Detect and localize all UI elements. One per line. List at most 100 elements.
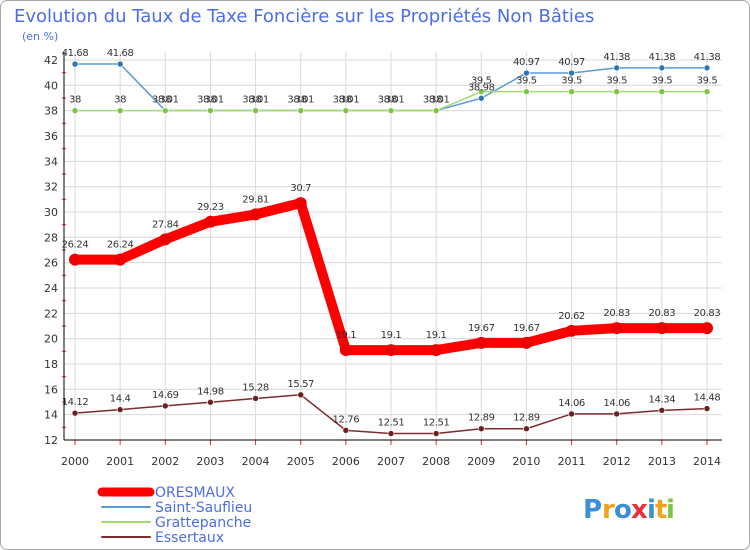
data-point xyxy=(252,107,259,114)
x-tick-label: 2000 xyxy=(61,455,89,468)
data-label: 38.01 xyxy=(333,95,360,106)
y-tick-label: 38 xyxy=(44,105,58,118)
data-point xyxy=(249,208,262,221)
y-tick-label: 36 xyxy=(44,130,58,143)
data-point xyxy=(69,253,81,266)
data-point xyxy=(71,60,79,68)
data-label: 40.97 xyxy=(558,57,585,68)
data-label: 38.01 xyxy=(152,95,179,106)
data-point xyxy=(71,107,79,114)
data-label: 38.98 xyxy=(468,82,495,93)
x-tick-label: 2009 xyxy=(467,455,495,468)
data-label: 38.01 xyxy=(287,95,314,106)
data-label: 39.5 xyxy=(697,76,718,87)
data-point xyxy=(252,395,259,402)
data-label: 27.84 xyxy=(152,219,179,230)
y-tick-label: 34 xyxy=(44,155,58,168)
data-label: 41.38 xyxy=(603,52,630,63)
data-point xyxy=(294,197,307,210)
y-tick-label: 32 xyxy=(44,181,58,194)
data-point xyxy=(523,69,530,77)
logo-letter: i xyxy=(666,495,675,525)
legend-label: Grattepanche xyxy=(155,515,251,531)
data-label: 29.23 xyxy=(197,202,224,213)
y-tick-label: 14 xyxy=(44,409,58,422)
data-point xyxy=(565,324,578,337)
data-point xyxy=(385,344,397,357)
y-tick-label: 40 xyxy=(44,79,58,92)
x-tick-label: 2011 xyxy=(558,455,586,468)
data-point xyxy=(297,391,305,399)
data-point xyxy=(71,409,79,417)
data-label: 38 xyxy=(340,95,352,106)
legend: ORESMAUXSaint-SauflieuGrattepancheEssert… xyxy=(97,485,252,546)
x-tick-label: 2008 xyxy=(422,455,450,468)
data-point xyxy=(161,402,169,410)
logo-letter: t xyxy=(655,495,667,525)
data-label: 19.67 xyxy=(513,323,540,334)
logo-letter: i xyxy=(647,495,656,525)
data-label: 12.51 xyxy=(378,418,405,429)
data-label: 14.48 xyxy=(694,393,721,404)
data-point xyxy=(568,88,575,95)
data-point xyxy=(477,425,485,433)
data-label: 26.24 xyxy=(107,240,134,251)
axes: 12 14 16 18 20 22 24 26 28 30 32 34 36 38 40 42 2000 2001… xyxy=(44,52,722,468)
data-point xyxy=(520,336,533,349)
data-point xyxy=(297,107,305,114)
data-label: 20.83 xyxy=(694,308,721,319)
data-point xyxy=(116,406,124,413)
x-tick-label: 2012 xyxy=(603,455,631,468)
chart-title: Evolution du Taux de Taxe Foncière sur l… xyxy=(14,6,594,27)
data-label: 39.5 xyxy=(652,76,673,87)
data-labels: 41.68 41.68 38.01 38.01 38.01 38.01 38.01 38.01… xyxy=(62,48,721,428)
data-point xyxy=(703,405,711,412)
data-label: 14.98 xyxy=(197,386,224,397)
data-label: 19.1 xyxy=(381,330,402,341)
data-label: 38.01 xyxy=(242,95,269,106)
data-label: 39.5 xyxy=(606,76,627,87)
data-point xyxy=(387,430,395,437)
data-label: 20.83 xyxy=(649,308,676,319)
data-label: 20.62 xyxy=(558,311,585,322)
x-tick-label: 2005 xyxy=(287,455,315,468)
data-point xyxy=(523,88,530,95)
x-tick-label: 2003 xyxy=(196,455,224,468)
data-point xyxy=(613,410,621,418)
data-label: 38 xyxy=(385,95,397,106)
data-label: 38 xyxy=(159,95,171,106)
data-label: 39.5 xyxy=(561,76,582,87)
y-tick-label: 16 xyxy=(44,383,58,396)
data-point xyxy=(658,88,666,95)
data-point xyxy=(475,336,488,349)
data-label: 41.38 xyxy=(649,52,676,63)
y-tick-label: 24 xyxy=(44,282,58,295)
x-tick-label: 2013 xyxy=(648,455,676,468)
data-label: 15.28 xyxy=(242,382,269,393)
data-point xyxy=(613,88,621,95)
data-point xyxy=(432,430,440,437)
data-point xyxy=(342,427,350,434)
data-label: 14.4 xyxy=(110,394,131,405)
data-point xyxy=(207,398,214,406)
data-point xyxy=(477,94,485,102)
data-point xyxy=(658,407,666,414)
data-label: 19.1 xyxy=(426,330,447,341)
data-label: 26.24 xyxy=(62,240,89,251)
data-label: 14.06 xyxy=(558,398,585,409)
data-point xyxy=(610,322,623,335)
data-label: 38 xyxy=(114,95,126,106)
data-label: 40.97 xyxy=(513,57,540,68)
data-point xyxy=(701,322,713,335)
data-point xyxy=(204,215,217,228)
x-tick-label: 2002 xyxy=(151,455,179,468)
data-point xyxy=(523,425,530,433)
data-label: 41.68 xyxy=(62,48,89,59)
legend-label: Saint-Sauflieu xyxy=(155,500,252,516)
data-label: 41.38 xyxy=(694,52,721,63)
data-point xyxy=(339,344,352,357)
x-tick-label: 2014 xyxy=(693,455,721,468)
data-point xyxy=(658,64,666,72)
data-label: 38 xyxy=(69,95,81,106)
y-tick-label: 26 xyxy=(44,257,58,270)
